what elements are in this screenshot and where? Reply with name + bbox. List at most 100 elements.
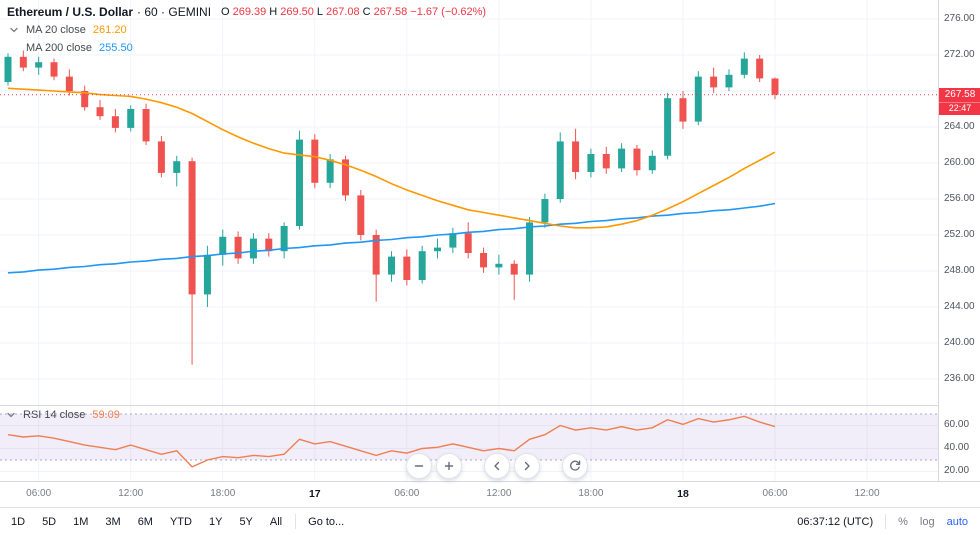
rsi-line (7, 415, 776, 468)
candle (81, 85, 89, 111)
time-axis-label: 12:00 (486, 488, 512, 499)
range-button-YTD[interactable]: YTD (169, 515, 192, 528)
candle (295, 130, 303, 230)
percent-scale-button[interactable]: % (898, 515, 908, 528)
reset-chart-icon (570, 460, 581, 471)
candle (495, 254, 503, 275)
scroll-right-button[interactable] (514, 453, 540, 479)
symbol-row[interactable]: Ethereum / U.S. Dollar · 60 · GEMINI O 2… (7, 3, 486, 21)
range-button-5D[interactable]: 5D (42, 515, 57, 528)
ma200-value: 255.50 (99, 42, 133, 54)
candle (157, 136, 165, 178)
close-label: C (362, 6, 371, 18)
price-axis-label: 264.00 (944, 121, 975, 132)
range-button-1D[interactable]: 1D (11, 515, 26, 528)
range-button-1M[interactable]: 1M (73, 515, 89, 528)
candle (740, 52, 748, 79)
bar-countdown: 22:47 (939, 101, 980, 115)
minus-icon (414, 465, 424, 467)
zoom-in-button[interactable] (436, 453, 462, 479)
price-axis-label: 252.00 (944, 229, 975, 240)
candle (111, 109, 119, 133)
reset-chart-button[interactable] (562, 453, 588, 479)
range-button-5Y[interactable]: 5Y (239, 515, 253, 528)
candle (633, 145, 641, 176)
price-axis[interactable]: 267.58 22:47 276.00 272.00 264.00 260.00 256… (938, 0, 980, 481)
price-axis-label: 240.00 (944, 337, 975, 348)
rsi-axis-label: 40.00 (944, 441, 970, 453)
go-to-date-button[interactable]: Go to... (308, 515, 345, 528)
rsi-legend-row[interactable]: RSI 14 close 59.09 (4, 408, 120, 422)
ohlc-readout: O 269.39 H 269.50 L 267.08 C 267.58 −1.6… (221, 6, 486, 18)
low-label: L (316, 6, 323, 18)
price-axis-label: 248.00 (944, 265, 975, 276)
open-label: O (221, 6, 230, 18)
range-button-6M[interactable]: 6M (137, 515, 153, 528)
high-label: H (269, 6, 278, 18)
time-axis-label: 12:00 (854, 488, 880, 499)
candle (449, 227, 457, 253)
rsi-value: 59.09 (92, 409, 120, 421)
candle (403, 249, 411, 286)
candle (418, 245, 426, 284)
ma200-legend-row[interactable]: MA 200 close 255.50 (7, 39, 486, 57)
rsi-label: RSI 14 close (23, 409, 86, 421)
scroll-left-button[interactable] (484, 453, 510, 479)
candle (249, 233, 257, 264)
session-clock[interactable]: 06:37:12 (UTC) (797, 515, 874, 528)
price-axis-label: 260.00 (944, 157, 975, 168)
candle (341, 155, 349, 201)
candle (526, 217, 534, 282)
time-axis-label: 06:00 (26, 488, 52, 499)
scale-toolbar: 06:37:12 (UTC) % log auto (797, 514, 980, 529)
range-button-3M[interactable]: 3M (105, 515, 121, 528)
time-axis[interactable]: 06:00 12:00 18:00 17 06:00 12:00 18:00 18 06:00 1… (0, 481, 980, 507)
candle (357, 190, 365, 241)
log-scale-button[interactable]: log (919, 515, 935, 528)
candle (127, 105, 135, 132)
chevron-right-icon (524, 461, 530, 471)
candle (556, 132, 564, 203)
plus-icon (444, 461, 454, 471)
ma20-legend-row[interactable]: MA 20 close 261.20 (7, 21, 486, 39)
last-price-label: 267.58 (939, 87, 980, 102)
rsi-chart (0, 406, 938, 481)
high-value: 269.50 (280, 6, 314, 18)
candlestick-chart (0, 0, 938, 405)
candle (434, 238, 442, 259)
chevron-down-icon[interactable] (4, 408, 18, 422)
candle (480, 247, 488, 273)
time-axis-label: 18 (677, 488, 689, 500)
price-axis-label: 276.00 (944, 13, 975, 24)
low-value: 267.08 (326, 6, 360, 18)
candle (265, 233, 273, 257)
candle (50, 58, 58, 81)
symbol-title[interactable]: Ethereum / U.S. Dollar (7, 5, 134, 19)
candle (388, 251, 395, 282)
candle (311, 134, 319, 189)
rsi-pane[interactable]: RSI 14 close 59.09 (0, 405, 938, 481)
price-axis-label: 244.00 (944, 301, 975, 312)
zoom-out-button[interactable] (406, 453, 432, 479)
close-value: 267.58 (373, 6, 408, 18)
range-button-All[interactable]: All (269, 515, 283, 528)
main-chart-pane[interactable] (0, 0, 938, 405)
range-button-1Y[interactable]: 1Y (208, 515, 223, 528)
candle (756, 55, 764, 82)
price-axis-label: 272.00 (944, 49, 975, 60)
candle (710, 67, 718, 93)
candle (35, 56, 43, 75)
time-axis-label: 18:00 (210, 488, 236, 499)
candle (664, 92, 672, 160)
price-axis-label: 256.00 (944, 193, 975, 204)
auto-scale-button[interactable]: auto (946, 515, 968, 528)
chevron-down-icon[interactable] (7, 23, 21, 37)
pane-separator[interactable] (0, 404, 938, 407)
candle (173, 155, 181, 187)
candle (725, 69, 733, 91)
candle (510, 260, 518, 300)
toolbar-divider (295, 514, 297, 529)
chart-legend: Ethereum / U.S. Dollar · 60 · GEMINI O 2… (7, 3, 486, 57)
candle (587, 148, 595, 178)
